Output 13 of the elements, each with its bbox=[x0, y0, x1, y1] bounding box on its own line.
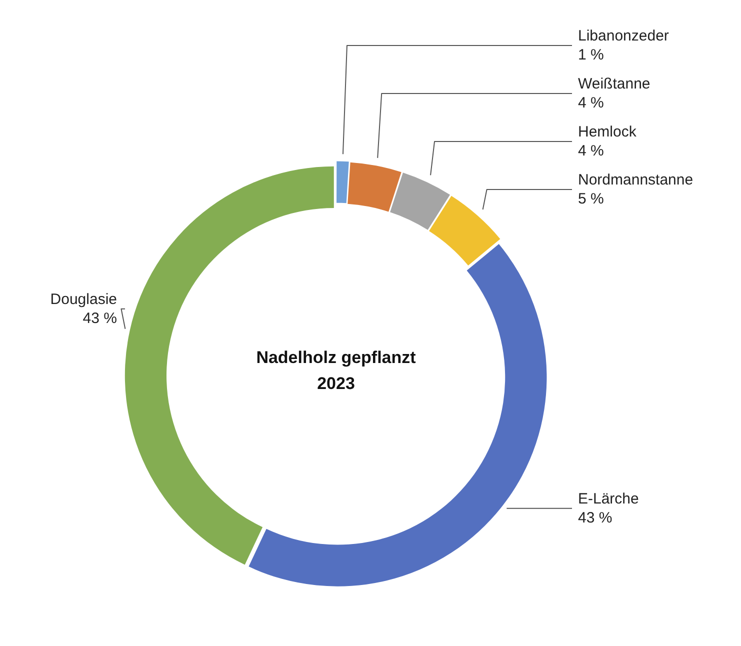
data-label: 43 % bbox=[82, 310, 117, 328]
data-label: 43 % bbox=[578, 510, 612, 527]
slice-label: Libanonzeder bbox=[578, 28, 669, 45]
slice-label: Douglasie bbox=[50, 291, 117, 308]
text: Nadelholz gepflanzt 2023 bbox=[256, 347, 416, 395]
data-label: 1 % bbox=[578, 46, 604, 64]
slice-label: Hemlock bbox=[578, 124, 637, 141]
data-label: 5 % bbox=[578, 190, 604, 208]
data-label: 4 % bbox=[578, 94, 604, 112]
slice-label: Weißtanne bbox=[578, 76, 650, 93]
slice-label: Nordmannstanne bbox=[578, 172, 694, 189]
slice-label: E-Lärche bbox=[578, 490, 639, 508]
data-label: 4 % bbox=[578, 142, 604, 160]
